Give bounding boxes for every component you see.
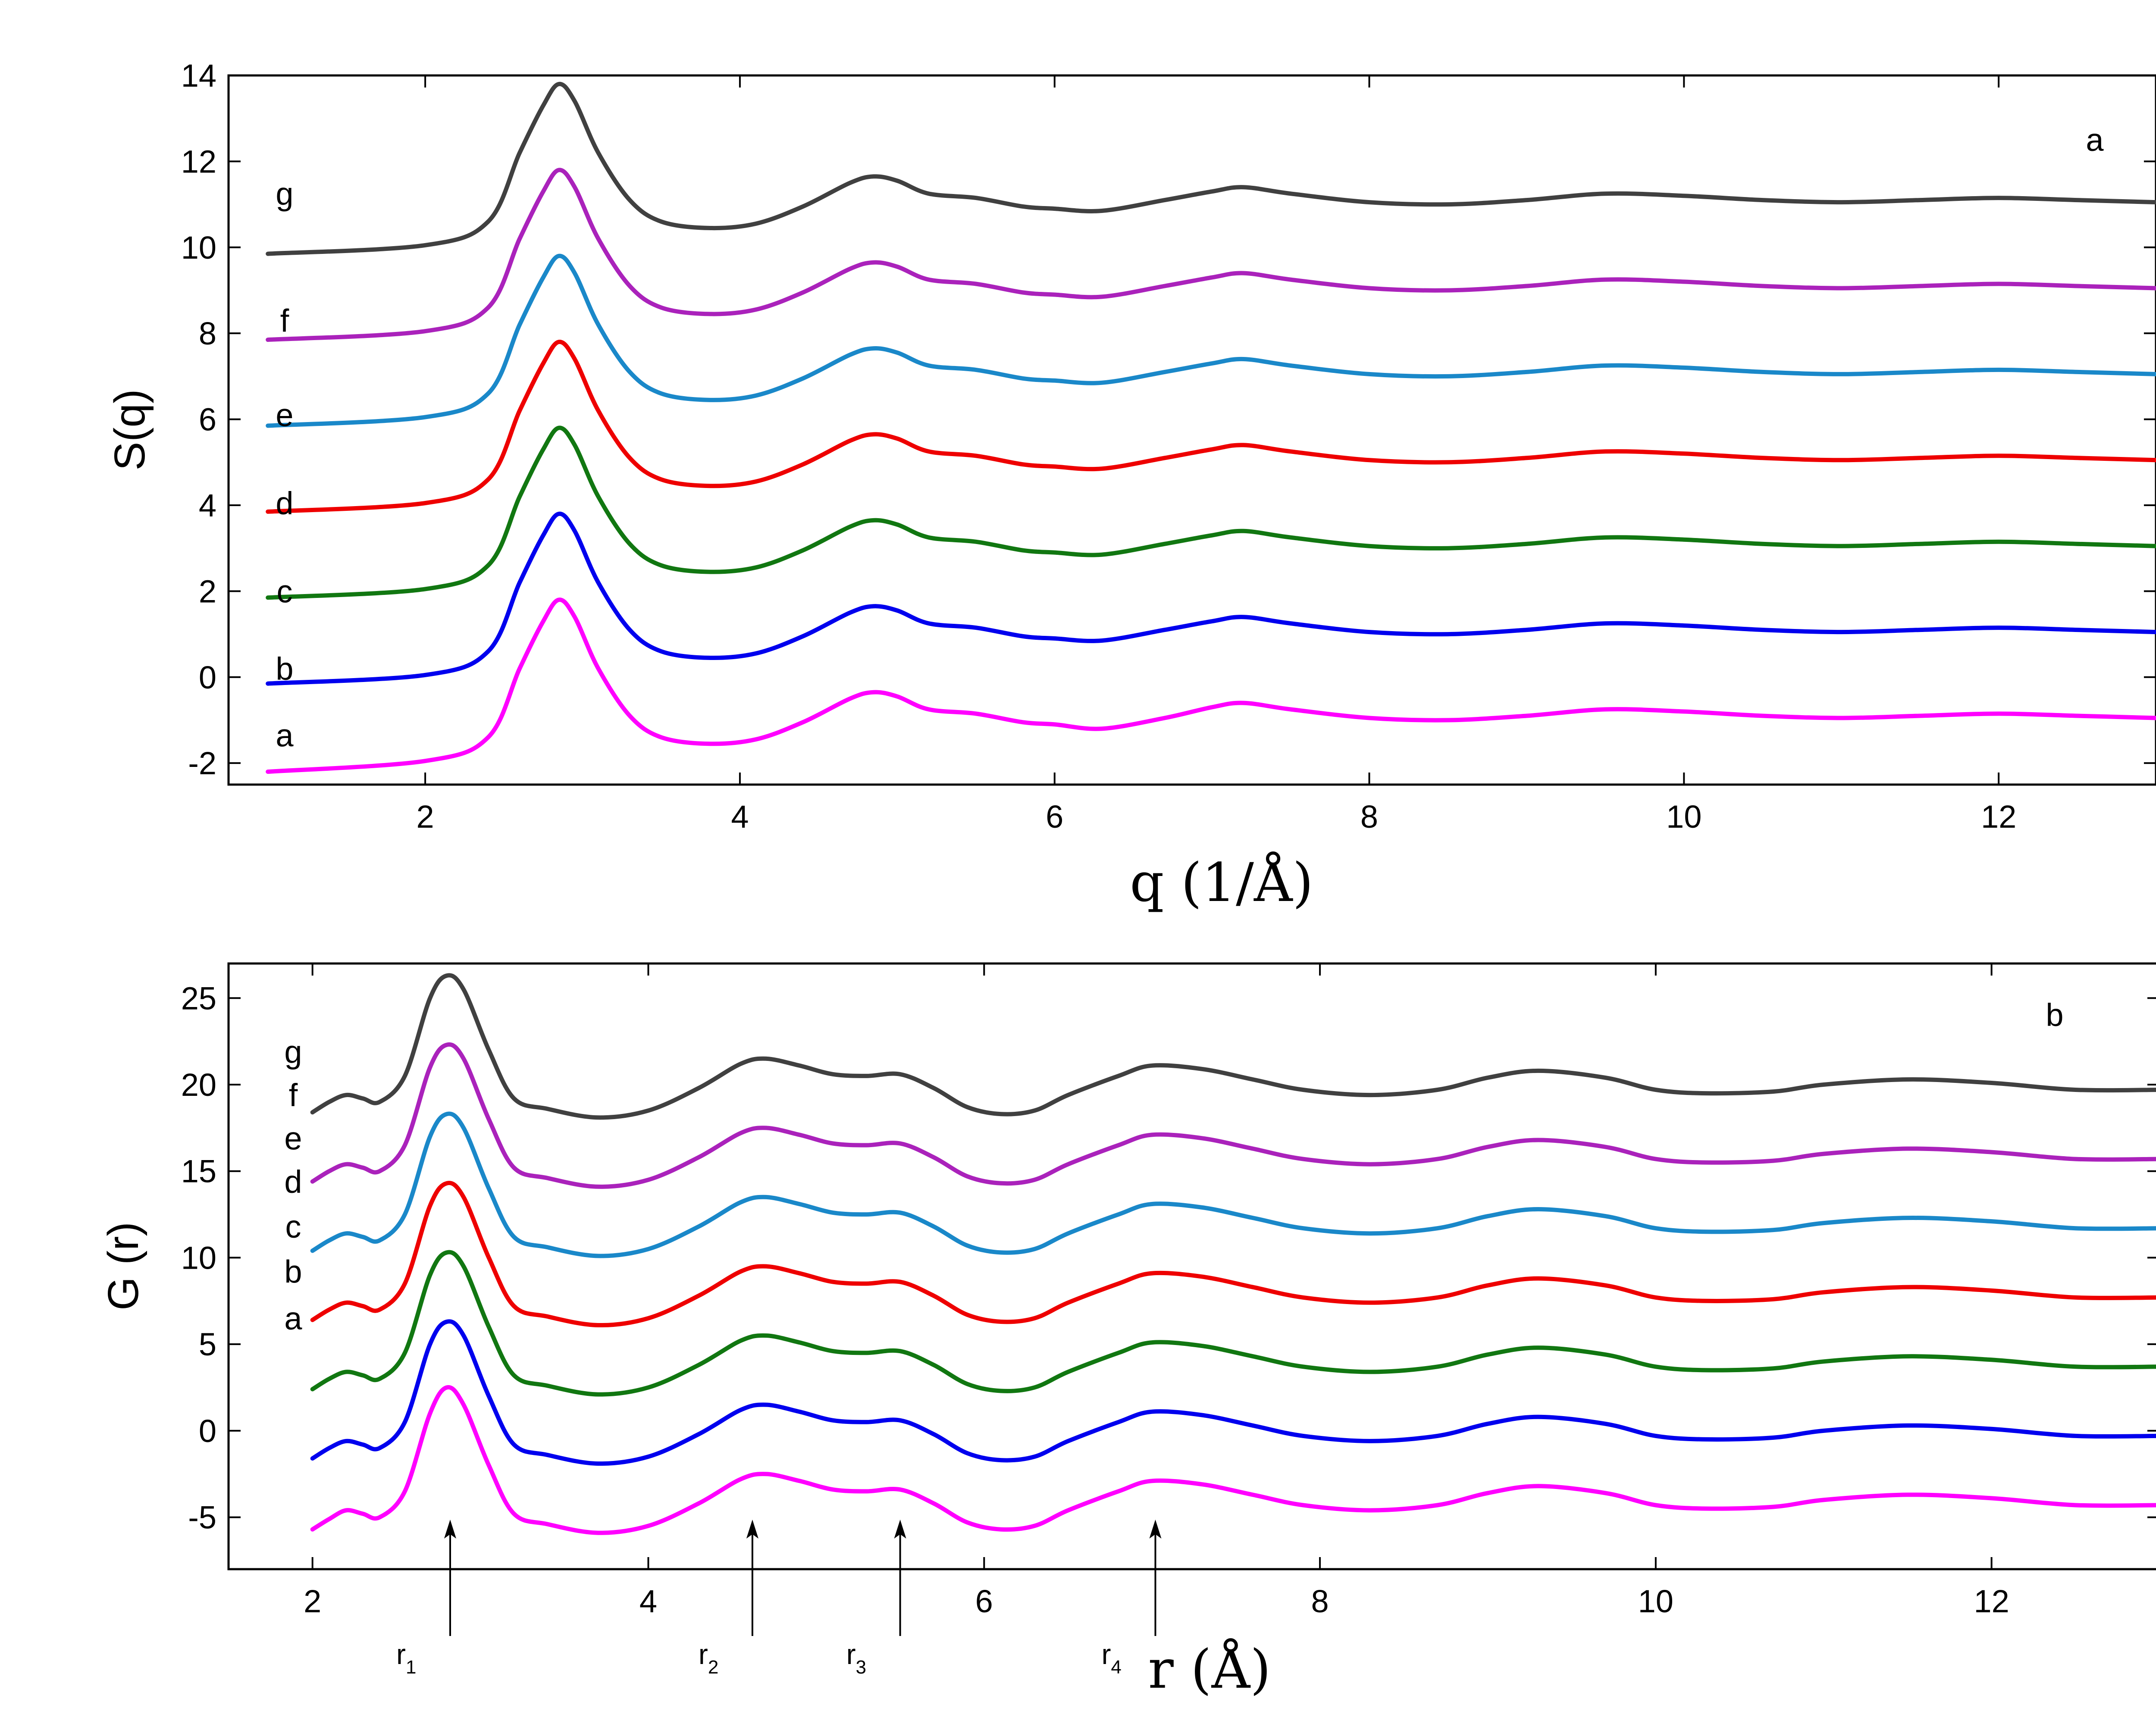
sq-series-d <box>266 340 2156 514</box>
sq-series-label: c <box>277 573 293 609</box>
gr-xtick-label: 10 <box>1638 1583 1673 1619</box>
gr-series-b <box>310 1319 2156 1466</box>
peak-arrow-label: r2 <box>699 1638 718 1678</box>
sq-series-label: b <box>276 651 293 687</box>
peak-arrow-label-sub: 3 <box>856 1657 866 1678</box>
sq-ytick-label: -2 <box>188 745 216 781</box>
sq-panel-label: a <box>2086 122 2104 158</box>
gr-xtick-label: 12 <box>1974 1583 2009 1619</box>
gr-ytick-label: 20 <box>181 1067 216 1103</box>
gr-ytick-label: 15 <box>181 1154 216 1189</box>
gr-x-axis-label: r (Å) <box>1148 1638 1271 1701</box>
gr-series-c <box>310 1250 2156 1397</box>
sq-xtick-label: 10 <box>1666 799 1702 835</box>
gr-series-d <box>310 1181 2156 1328</box>
sq-xtick-label: 6 <box>1046 799 1063 835</box>
sq-xtick-label: 12 <box>1981 799 2016 835</box>
gr-curves <box>310 973 2156 1535</box>
sq-series-f <box>266 168 2156 342</box>
sq-y-axis-label: S(q) <box>106 389 154 471</box>
sq-x-axis-label: q (1/Å) <box>1130 851 1313 914</box>
sq-ticks: 2 4 6 8 10 12 -2 0 2 4 6 8 10 12 14 <box>181 58 2156 835</box>
sq-ytick-label: 4 <box>199 488 216 523</box>
sq-series-label: e <box>276 397 293 433</box>
peak-arrow-label-main: r <box>846 1638 856 1670</box>
gr-series-g <box>310 973 2156 1120</box>
sq-series-c <box>266 425 2156 600</box>
gr-series-label: c <box>285 1209 301 1245</box>
peak-arrow-label-sub: 2 <box>708 1657 718 1678</box>
sq-series-e <box>266 253 2156 428</box>
sq-series-label: f <box>280 303 289 338</box>
peak-arrow-head <box>894 1520 906 1539</box>
peak-arrow-label-main: r <box>1101 1638 1111 1670</box>
gr-ytick-label: 0 <box>199 1413 216 1449</box>
peak-arrow-head <box>746 1520 758 1539</box>
gr-ytick-label: 5 <box>199 1326 216 1362</box>
sq-xtick-label: 2 <box>417 799 434 835</box>
sq-series-g <box>266 81 2156 256</box>
sq-ytick-label: 14 <box>181 58 216 94</box>
gr-series-f <box>310 1042 2156 1189</box>
sq-series-a <box>266 597 2156 774</box>
gr-xtick-label: 6 <box>975 1583 993 1619</box>
sq-ytick-label: 6 <box>199 402 216 438</box>
gr-plot-frame <box>227 962 2156 1570</box>
gr-y-axis-label: G (r) <box>99 1222 147 1310</box>
gr-xtick-label: 8 <box>1311 1583 1329 1619</box>
gr-peak-arrows: r1 r2 r3 r4 <box>396 1520 1162 1678</box>
gr-series-a <box>310 1385 2156 1535</box>
gr-series-label: d <box>284 1164 302 1200</box>
gr-series-e <box>310 1111 2156 1258</box>
gr-ticks: 2 4 6 8 10 12 -5 0 5 10 15 20 25 <box>181 963 2156 1619</box>
sq-ytick-label: 12 <box>181 144 216 179</box>
gr-series-label: b <box>284 1254 302 1290</box>
gr-series-label: a <box>284 1301 302 1336</box>
gr-series-label: g <box>284 1034 302 1070</box>
sq-series-label: a <box>276 717 294 753</box>
peak-arrow-head <box>1149 1520 1162 1539</box>
peak-arrow-label-sub: 4 <box>1111 1657 1121 1678</box>
sq-series-labels: ab c d e f g <box>276 176 294 753</box>
gr-xtick-label: 2 <box>304 1583 321 1619</box>
peak-arrow-label: r3 <box>846 1638 866 1678</box>
gr-series-label: e <box>284 1120 302 1156</box>
sq-curves <box>266 81 2156 774</box>
sq-ytick-label: 0 <box>199 660 216 695</box>
gr-ytick-label: -5 <box>188 1500 216 1536</box>
peak-arrow-label: r4 <box>1101 1638 1121 1678</box>
sq-series-label: g <box>276 176 293 212</box>
sq-ytick-label: 8 <box>199 316 216 351</box>
gr-ytick-label: 25 <box>181 980 216 1016</box>
peak-arrow-label-sub: 1 <box>406 1657 416 1678</box>
sq-ytick-label: 2 <box>199 573 216 609</box>
sq-ytick-label: 10 <box>181 230 216 266</box>
peak-arrow-label-main: r <box>699 1638 708 1670</box>
sq-series-b <box>266 511 2156 686</box>
gr-series-label: f <box>289 1077 298 1113</box>
sq-xtick-label: 8 <box>1360 799 1378 835</box>
gr-xtick-label: 4 <box>639 1583 657 1619</box>
peak-arrow-label-main: r <box>396 1638 406 1670</box>
peak-arrow-head <box>444 1520 456 1539</box>
sq-xtick-label: 4 <box>731 799 749 835</box>
sq-series-label: d <box>276 485 293 521</box>
peak-arrow-label: r1 <box>396 1638 416 1678</box>
sq-plot-frame <box>227 74 2156 786</box>
gr-panel-label: b <box>2046 997 2063 1033</box>
gr-ytick-label: 10 <box>181 1240 216 1276</box>
